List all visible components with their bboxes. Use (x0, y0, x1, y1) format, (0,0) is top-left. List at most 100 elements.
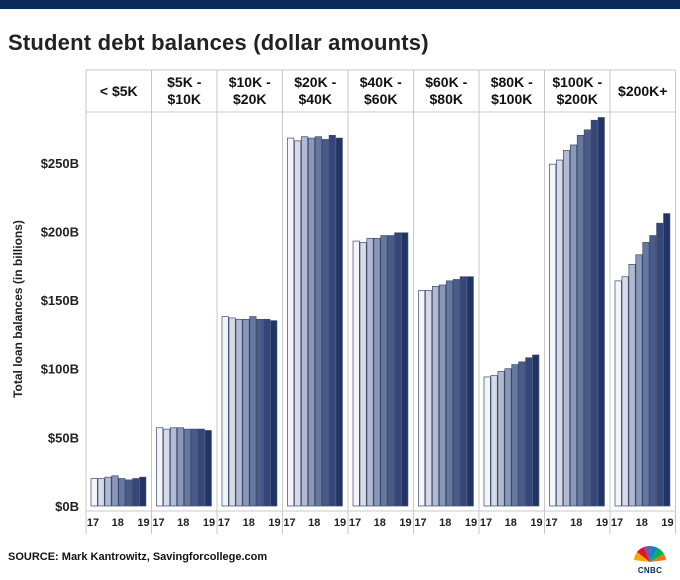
panel-header-label: $5K - (167, 74, 202, 90)
bar (518, 361, 526, 507)
x-tick-label: 18 (374, 517, 386, 529)
bar-chart: $0B $50B $100B $150B $200B $250B Total loan ba… (11, 69, 676, 534)
x-tick-label: 19 (596, 517, 608, 529)
bar (649, 235, 657, 507)
bar (511, 364, 519, 507)
bar (170, 427, 178, 507)
bar (635, 254, 643, 507)
x-tick-label: 17 (283, 517, 295, 529)
bar (466, 276, 474, 507)
x-tick-label: 18 (243, 517, 255, 529)
x-tick-label: 18 (308, 517, 320, 529)
x-tick-label: 17 (414, 517, 426, 529)
cnbc-peacock-logo-icon (634, 545, 666, 562)
bar (401, 232, 409, 507)
bar (532, 354, 540, 507)
bar (432, 286, 440, 507)
bar (656, 222, 664, 507)
panel-header-label: $100K - (552, 74, 602, 90)
bar (221, 316, 229, 507)
brand-label: CNBC (637, 566, 663, 575)
bar (90, 478, 98, 507)
x-tick-label: 19 (268, 517, 280, 529)
panel-header-label: $200K (557, 91, 598, 107)
x-tick-label: 17 (218, 517, 230, 529)
x-tick-label: 17 (611, 517, 623, 529)
y-tick-label: $50B (48, 430, 79, 445)
bar (335, 137, 343, 507)
x-tick-label: 17 (545, 517, 557, 529)
bar (256, 318, 264, 507)
bar (190, 428, 198, 507)
panel-header-label: $60K - (425, 74, 467, 90)
bar (301, 136, 309, 507)
bar (197, 428, 205, 507)
bar (294, 140, 302, 507)
bar (418, 290, 426, 507)
bar (359, 242, 367, 507)
source-note: SOURCE: Mark Kantrowitz, Savingforcolleg… (8, 551, 268, 563)
x-tick-label: 19 (661, 517, 673, 529)
panel-header-label: $200K+ (618, 83, 667, 99)
bar (614, 280, 622, 507)
bar (583, 129, 591, 507)
top-accent-bar (0, 0, 680, 9)
panel-header-label: $40K (299, 91, 332, 107)
panel-header-label: < $5K (100, 83, 138, 99)
x-tick-label: 17 (480, 517, 492, 529)
bar (504, 368, 512, 507)
x-tick-label: 18 (112, 517, 124, 529)
bar (352, 240, 360, 507)
bar (497, 371, 505, 507)
panel-header-label: $20K (233, 91, 266, 107)
bar (183, 428, 191, 507)
x-tick-label: 18 (636, 517, 648, 529)
bar (452, 279, 460, 507)
bar (111, 475, 119, 507)
bar (438, 284, 446, 507)
x-tick-label: 18 (439, 517, 451, 529)
bar (445, 280, 453, 507)
bar (628, 264, 636, 507)
panel-header-label: $10K (168, 91, 201, 107)
bar (156, 427, 164, 507)
bar (597, 117, 605, 507)
bar (366, 237, 374, 507)
bar (235, 318, 243, 507)
panel-header-label: $60K (364, 91, 397, 107)
bar (125, 479, 133, 507)
bar (307, 137, 315, 507)
bar (373, 237, 381, 507)
bar (387, 235, 395, 507)
panel-header-label: $10K - (229, 74, 271, 90)
y-axis-title: Total loan balances (in billions) (11, 220, 25, 398)
bar (425, 290, 433, 507)
y-tick-label: $200B (41, 224, 79, 239)
bar (576, 134, 584, 507)
bar (459, 276, 467, 507)
bar (139, 476, 147, 507)
bar (314, 136, 322, 507)
bar (97, 478, 105, 507)
bar (176, 427, 184, 507)
x-tick-label: 18 (505, 517, 517, 529)
bar (556, 159, 564, 507)
y-tick-label: $250B (41, 156, 79, 171)
x-tick-label: 19 (203, 517, 215, 529)
panel-header-label: $80K - (491, 74, 533, 90)
bar (590, 119, 598, 507)
bar (321, 139, 329, 507)
bar (118, 478, 126, 507)
x-tick-label: 19 (399, 517, 411, 529)
x-tick-label: 19 (465, 517, 477, 529)
bar (490, 375, 498, 507)
panel-header-label: $80K (430, 91, 463, 107)
x-tick-label: 18 (177, 517, 189, 529)
bar (642, 242, 650, 507)
y-tick-label: $0B (55, 499, 79, 514)
x-tick-label: 17 (87, 517, 99, 529)
x-tick-label: 19 (530, 517, 542, 529)
y-tick-label: $150B (41, 293, 79, 308)
bar (132, 478, 140, 507)
bar (380, 235, 388, 507)
